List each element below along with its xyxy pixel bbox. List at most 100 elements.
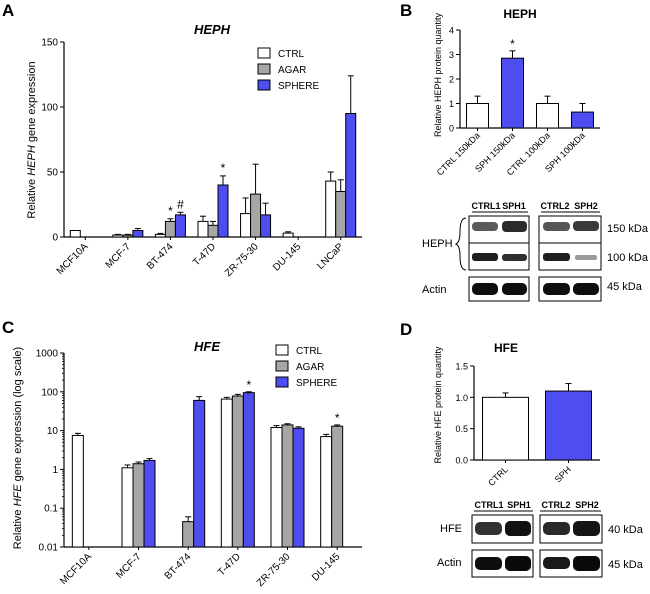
chart-d-title: HFE — [494, 341, 518, 355]
chart-a-annotation: * — [221, 161, 226, 175]
chart-d-bar-ctrl — [482, 396, 529, 461]
chart-d-ylabel: Relative HFE protein quantity — [433, 346, 443, 464]
legend-swatch-agar — [257, 63, 271, 75]
chart-b-ytick-label: 1 — [449, 99, 454, 109]
panel-letter-b: B — [400, 1, 412, 20]
chart-c: HFE Relative HFE gene expression (log sc… — [12, 339, 362, 589]
chart-a-bar-bt-474-agar — [164, 220, 176, 238]
chart-c-ytick-label: 100 — [41, 387, 58, 398]
blot-d-row-label: HFE — [440, 523, 462, 535]
blot-b-band-150-ctrl1 — [472, 222, 498, 231]
blot-b-band-100-ctrl2 — [543, 253, 570, 261]
blot-b-band-150-sph1 — [502, 221, 527, 232]
chart-c-bar-mcf-7-ctrl — [121, 467, 134, 548]
chart-c-bar-mcf-7-agar — [132, 463, 145, 548]
chart-a-bar-lncap-sphere — [345, 113, 357, 238]
chart-a-bar-t-47d-ctrl — [197, 220, 209, 238]
panel-letter-d: D — [400, 320, 412, 339]
chart-a-bar-t-47d-sphere — [217, 184, 229, 238]
blot-b-band-100-ctrl1 — [472, 253, 498, 261]
chart-b-ylabel: Relative HEPH protein quantity — [433, 12, 443, 137]
chart-c-bar-bt-474-sphere — [193, 399, 206, 548]
blot-d-actin-band-sph2 — [573, 556, 600, 571]
blot-b-actin-band-sph1 — [502, 283, 527, 295]
chart-a-xtick-label-mcf-7: MCF-7 — [104, 241, 134, 271]
chart-c-ytick-label: 0.1 — [44, 504, 58, 515]
blot-d: CTRL1 SPH1 CTRL2 SPH2 HFE Actin 40 kDa 4… — [437, 500, 644, 578]
chart-a-xtick-label-t-47d: T-47D — [191, 241, 218, 268]
chart-a-ylabel: Relative HEPH gene expression — [26, 61, 38, 218]
chart-a-bar-zr-75-30-sphere — [260, 214, 272, 238]
chart-c-bar-zr-75-30-ctrl — [270, 427, 283, 548]
chart-c-bar-bt-474-agar — [182, 521, 195, 548]
legend-swatch-ctrl — [257, 47, 271, 59]
chart-a-ytick-label: 0 — [52, 233, 58, 244]
chart-a-annotation: # — [177, 197, 184, 211]
blot-d-band-sph1 — [505, 521, 531, 536]
chart-a-bar-mcf-7-agar — [122, 234, 134, 238]
chart-c-xtick-label-t-47d: T-47D — [216, 551, 243, 578]
legend-label-ctrl: CTRL — [278, 49, 305, 60]
chart-a-bar-lncap-agar — [335, 191, 347, 238]
blot-d-lane-sph1: SPH1 — [507, 500, 531, 510]
chart-a-bar-mcf10a-ctrl — [69, 230, 81, 238]
chart-b-bar-sph-100kda — [571, 111, 594, 129]
blot-b-actin-band-ctrl1 — [472, 283, 498, 295]
blot-d-lane-ctrl1: CTRL1 — [475, 500, 504, 510]
blot-b-band-150-sph2 — [573, 221, 599, 231]
chart-a-bar-mcf-7-ctrl — [112, 234, 124, 238]
blot-b-lane-ctrl2: CTRL2 — [541, 201, 570, 211]
blot-b-lane-sph2: SPH2 — [574, 201, 598, 211]
chart-a-bar-zr-75-30-ctrl — [240, 213, 252, 238]
chart-a: HEPH Relative HEPH gene expression 0 50 10… — [26, 22, 362, 279]
legend-label-agar: AGAR — [296, 362, 324, 373]
chart-b-bar-ctrl-150kda — [466, 103, 489, 129]
chart-c-xtick-label-du-145: DU-145 — [310, 551, 342, 583]
blot-d-band-ctrl2 — [543, 522, 570, 535]
legend-label-sphere: SPHERE — [296, 378, 337, 389]
chart-a-bar-mcf-7-sphere — [132, 230, 144, 238]
blot-b-kda-150: 150 kDa — [607, 223, 649, 235]
chart-a-xtick-label-zr-75-30: ZR-75-30 — [223, 241, 261, 279]
chart-c-bar-t-47d-sphere — [242, 392, 255, 548]
chart-a-bar-zr-75-30-agar — [250, 193, 262, 238]
chart-c-xtick-label-mcf10a: MCF10A — [58, 551, 94, 587]
chart-a-bar-du-145-ctrl — [282, 232, 294, 238]
chart-d-ytick-label: 1.0 — [455, 393, 468, 403]
blot-d-lane-sph2: SPH2 — [575, 500, 599, 510]
chart-c-ytick-label: 10 — [47, 426, 59, 437]
chart-d-xtick-label-sph: SPH — [553, 464, 573, 484]
chart-c-ytick-label: 1 — [52, 465, 58, 476]
legend-label-ctrl: CTRL — [296, 346, 323, 357]
chart-b-bar-sph-150kda — [501, 57, 524, 129]
chart-b-bar-ctrl-100kda — [536, 103, 559, 129]
blot-d-actin-label: Actin — [437, 557, 461, 569]
blot-b-band-100-sph1 — [502, 254, 527, 261]
legend-label-agar: AGAR — [278, 65, 306, 76]
blot-b-actin-band-sph2 — [573, 283, 599, 295]
chart-c-bar-t-47d-ctrl — [220, 398, 233, 548]
blot-b-actin-label: Actin — [422, 284, 446, 296]
chart-b-title: HEPH — [503, 7, 536, 21]
blot-b-lane-sph1: SPH1 — [502, 201, 526, 211]
blot-b-actin-band-ctrl2 — [543, 283, 570, 295]
chart-c-bar-mcf-7-sphere — [143, 459, 156, 548]
blot-b-band-100-sph2 — [575, 255, 597, 260]
blot-b-kda-100: 100 kDa — [607, 252, 649, 264]
chart-d-ytick-label: 0.0 — [455, 456, 468, 466]
chart-a-title: HEPH — [194, 22, 231, 37]
chart-c-xtick-label-bt-474: BT-474 — [163, 551, 194, 582]
blot-b: CTRL1 SPH1 CTRL2 SPH2 HEPH Actin 150 kDa… — [422, 201, 649, 302]
chart-c-xtick-label-mcf-7: MCF-7 — [114, 551, 144, 581]
blot-b-band-150-ctrl2 — [543, 222, 570, 231]
chart-b: HEPH Relative HEPH protein quantity 0 1 2 3… — [433, 7, 600, 178]
chart-a-bar-lncap-ctrl — [325, 180, 337, 238]
panel-letter-c: C — [2, 318, 14, 337]
chart-d-xtick-label-ctrl: CTRL — [486, 464, 510, 488]
chart-b-ytick-label: 3 — [449, 50, 454, 60]
chart-a-xtick-label-mcf10a: MCF10A — [55, 241, 91, 277]
legend-swatch-agar — [275, 360, 289, 372]
chart-a-xtick-label-bt-474: BT-474 — [145, 241, 176, 272]
legend-swatch-ctrl — [275, 344, 289, 356]
